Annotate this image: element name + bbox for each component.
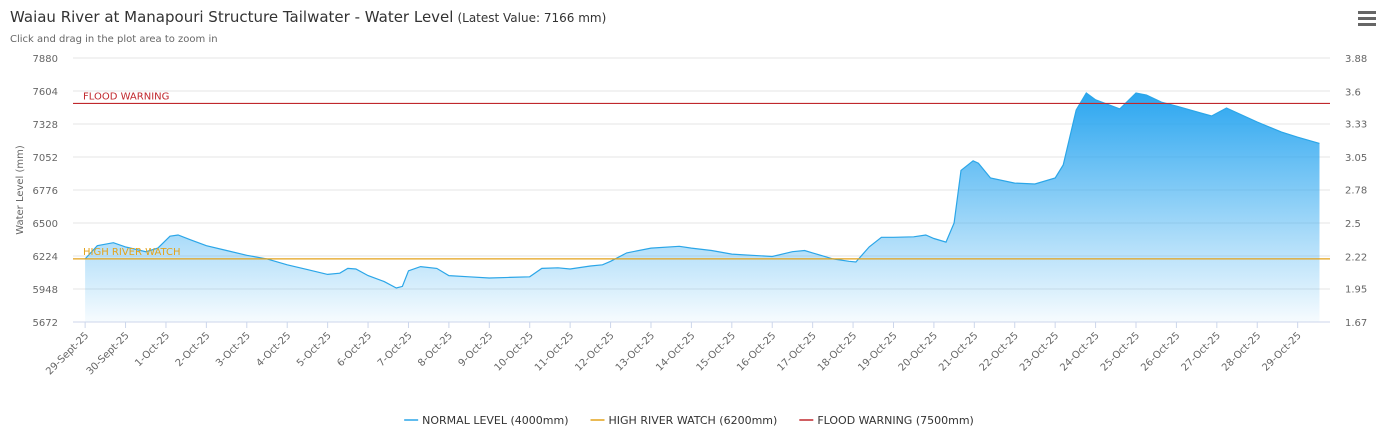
y2-tick-label: 3.6 (1345, 87, 1361, 98)
x-tick-label: 7-Oct-25 (376, 330, 415, 369)
x-tick-label: 13-Oct-25 (614, 330, 657, 373)
legend-label: NORMAL LEVEL (4000mm) (422, 414, 568, 427)
x-tick-label: 24-Oct-25 (1058, 330, 1101, 373)
x-tick-label: 5-Oct-25 (295, 330, 334, 369)
area-fill (85, 93, 1320, 322)
x-tick-label: 27-Oct-25 (1180, 330, 1223, 373)
chart-title: Waiau River at Manapouri Structure Tailw… (10, 8, 453, 26)
x-tick-label: 19-Oct-25 (856, 330, 899, 373)
legend-label: FLOOD WARNING (7500mm) (817, 414, 974, 427)
x-tick-label: 25-Oct-25 (1099, 330, 1142, 373)
y2-tick-label: 3.05 (1345, 153, 1367, 164)
x-tick-label: 9-Oct-25 (457, 330, 496, 369)
plot-line-label: FLOOD WARNING (83, 91, 169, 102)
x-tick-label: 26-Oct-25 (1139, 330, 1182, 373)
y-tick-label: 6500 (33, 219, 58, 230)
x-tick-label: 1-Oct-25 (133, 330, 172, 369)
series-line (84, 92, 1320, 289)
x-tick-label: 14-Oct-25 (654, 330, 697, 373)
y2-tick-label: 2.5 (1345, 219, 1361, 230)
y-tick-label: 5948 (33, 285, 58, 296)
legend-label: HIGH RIVER WATCH (6200mm) (609, 414, 778, 427)
x-tick-label: 12-Oct-25 (573, 330, 616, 373)
y-axis-title: Water Level (mm) (15, 145, 26, 235)
x-tick-label: 28-Oct-25 (1220, 330, 1263, 373)
x-tick-label: 17-Oct-25 (775, 330, 818, 373)
x-tick-label: 22-Oct-25 (978, 330, 1021, 373)
y2-tick-label: 2.78 (1345, 185, 1367, 196)
y-tick-label: 5672 (33, 318, 58, 329)
y-tick-label: 7052 (33, 153, 58, 164)
y-tick-label: 6776 (33, 186, 58, 197)
latest-value: (Latest Value: 7166 mm) (457, 11, 606, 25)
menu-bar[interactable] (1358, 11, 1376, 14)
plot-line-label: HIGH RIVER WATCH (83, 247, 181, 258)
y2-tick-label: 2.22 (1345, 252, 1367, 263)
x-tick-label: 16-Oct-25 (735, 330, 778, 373)
x-tick-label: 29-Oct-25 (1260, 330, 1303, 373)
x-tick-label: 15-Oct-25 (695, 330, 738, 373)
y-tick-label: 7328 (33, 120, 58, 131)
chart-subtitle: Click and drag in the plot area to zoom … (10, 34, 218, 45)
x-tick-label: 2-Oct-25 (174, 330, 213, 369)
x-tick-label: 8-Oct-25 (416, 330, 455, 369)
y-tick-label: 6224 (33, 252, 58, 263)
x-tick-label: 4-Oct-25 (255, 330, 294, 369)
menu-button[interactable] (1358, 11, 1376, 26)
x-tick-label: 23-Oct-25 (1018, 330, 1061, 373)
x-tick-label: 21-Oct-25 (937, 330, 980, 373)
x-tick-label: 20-Oct-25 (897, 330, 940, 373)
x-tick-label: 6-Oct-25 (335, 330, 374, 369)
x-tick-label: 30-Sept-25 (85, 330, 132, 377)
menu-bar[interactable] (1358, 17, 1376, 20)
x-tick-label: 11-Oct-25 (533, 330, 576, 373)
y2-tick-label: 1.67 (1345, 318, 1367, 329)
y-tick-label: 7604 (33, 87, 58, 98)
menu-bar[interactable] (1358, 23, 1376, 26)
y-tick-label: 7880 (33, 54, 58, 65)
x-tick-label: 10-Oct-25 (493, 330, 536, 373)
y2-tick-label: 3.88 (1345, 54, 1367, 65)
x-tick-label: 18-Oct-25 (816, 330, 859, 373)
y2-tick-label: 1.95 (1345, 285, 1367, 296)
x-tick-label: 3-Oct-25 (214, 330, 253, 369)
y2-tick-label: 3.33 (1345, 120, 1367, 131)
